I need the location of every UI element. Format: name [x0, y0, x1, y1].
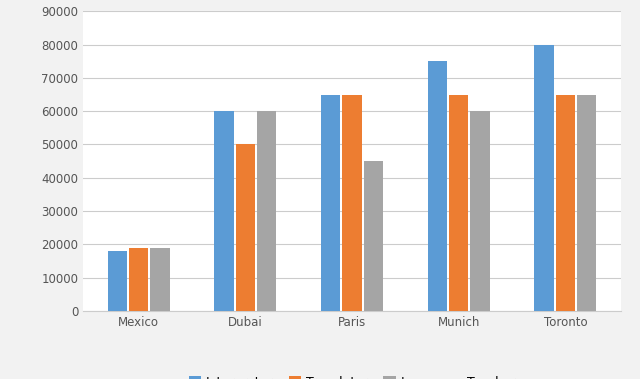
Legend: Interpreter, Translator, Language Teacher: Interpreter, Translator, Language Teache… [184, 371, 520, 379]
Bar [257, 111, 276, 311]
Bar [342, 94, 362, 311]
Bar [129, 247, 148, 311]
Bar [150, 247, 170, 311]
Bar [449, 94, 468, 311]
Bar [214, 111, 234, 311]
Bar [470, 111, 490, 311]
Bar [364, 161, 383, 311]
Bar [556, 94, 575, 311]
Bar [428, 61, 447, 311]
Bar [321, 94, 340, 311]
Bar [236, 144, 255, 311]
Bar [534, 45, 554, 311]
Bar [577, 94, 596, 311]
Bar [108, 251, 127, 311]
